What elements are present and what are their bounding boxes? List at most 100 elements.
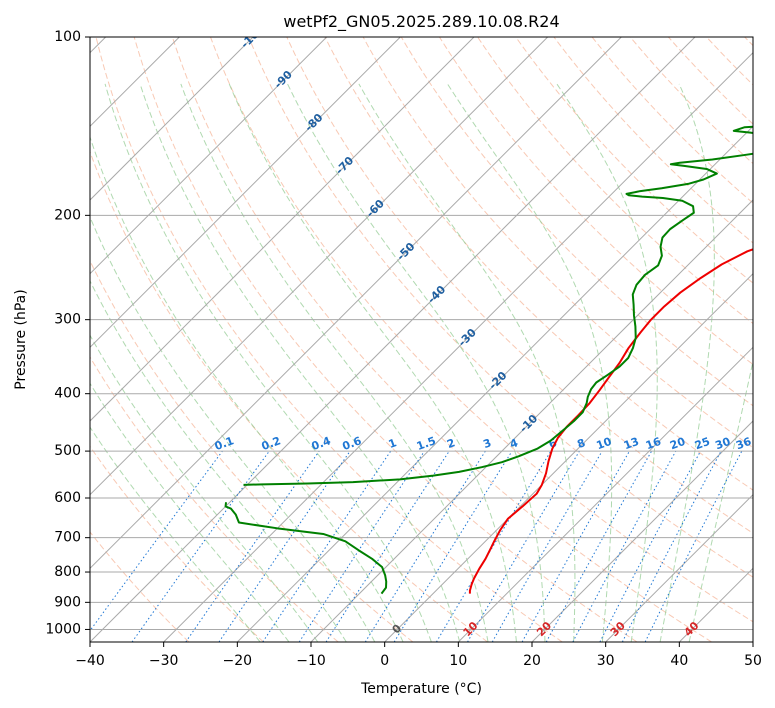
moist-adiabat-line [180,83,489,642]
y-tick-label: 900 [54,594,81,610]
dry-adiabat-line [210,37,753,623]
mixing-ratio-line [545,450,653,642]
mixing-ratio-label: 0.1 [213,434,236,453]
dry-adiabat-line [90,356,339,642]
dry-adiabat-line [90,150,488,642]
y-tick-label: 300 [54,312,81,328]
moist-adiabat-line [90,135,404,642]
mixing-ratio-label: 10 [595,435,614,453]
axis-ticks: −40 −30 −20 −10 0 10 20 30 40 5010020030040050060… [45,29,762,669]
moist-adiabat-line [688,358,753,642]
moist-adiabat-line [90,215,376,642]
temperature-profile [468,248,753,594]
mixing-ratio-line [491,450,603,642]
x-tick-label: −40 [75,653,105,669]
mixing-ratio-line [393,450,513,642]
y-tick-label: 200 [54,207,81,223]
y-tick-label: 1000 [45,621,81,637]
mixing-ratio-label: 4 [508,436,520,451]
dry-adiabat-line [515,37,753,284]
y-tick-label: 600 [54,490,81,506]
isotherm-line [605,493,753,642]
x-tick-label: 10 [449,653,467,669]
isotherm-line [90,37,328,275]
isotherm-line [90,37,549,496]
dry-adiabat-line [95,37,563,642]
plot-frame [89,36,754,643]
moist-adiabat-line [447,83,613,642]
mixing-ratio-line [572,450,677,642]
isotherm-line [163,51,753,642]
isotherm-line [310,199,753,642]
x-tick-label: −10 [296,653,326,669]
dry-adiabat-line [90,259,414,642]
mixing-ratio-label: 16 [644,435,663,453]
moist-adiabat-line [139,83,461,642]
moist-adiabat-line [228,83,517,642]
moist-adiabat-line [358,83,576,642]
moist-adiabat-line [659,83,715,642]
background-lines [90,37,753,642]
mixing-ratio-label: 1 [387,436,399,451]
x-tick-label: 20 [523,653,541,669]
mixing-ratio-label: 8 [575,436,587,451]
y-tick-label: 400 [54,386,81,402]
mixing-ratio-line [185,450,320,642]
x-axis-label: Temperature (°C) [360,681,482,697]
x-tick-label: −30 [149,653,179,669]
x-tick-label: 40 [670,653,688,669]
dry-adiabat-line [439,37,753,366]
dry-adiabat-line [629,37,753,165]
mixing-ratio-line [131,450,270,642]
mixing-ratio-line [521,450,630,642]
dry-adiabat-line [553,37,753,244]
dry-adiabat-line [400,37,753,407]
isotherm-line [384,272,753,642]
y-tick-label: 800 [54,564,81,580]
mixing-ratio-label: 0.2 [260,434,283,453]
mixing-ratio-line [467,450,580,642]
isotherm-line [531,420,753,642]
sounding-profiles [224,125,753,595]
dry-adiabat-line [477,37,753,325]
dry-adiabat-line [133,37,638,642]
moist-adiabat-line [90,382,290,642]
isotherm-line [90,37,696,642]
dewpoint-profile [224,502,388,595]
mixing-ratio-line [325,450,450,642]
dewpoint-profile [243,125,753,486]
x-tick-label: −20 [223,653,253,669]
mixing-ratio-label: 30 [713,435,732,453]
dry-adiabat-line [248,37,753,578]
y-tick-label: 500 [54,443,81,459]
moist-adiabat-line [556,83,658,642]
isotherm-line [457,346,753,642]
mixing-ratio-label: 2 [445,436,457,451]
chart-title: wetPf2_GN05.2025.289.10.08.R24 [283,12,559,32]
mixing-ratio-label: 20 [668,435,687,453]
mixing-ratio-label: 13 [622,435,641,452]
mixing-ratio-line [364,450,486,642]
isotherm-line [90,37,622,570]
mixing-ratio-label: 0.4 [310,434,333,453]
mixing-ratio-label: 6 [547,436,559,451]
moist-adiabat-line [90,279,347,642]
mixing-ratio-label: 25 [693,435,712,452]
dry-adiabat-line [324,37,753,491]
x-tick-label: 50 [744,653,762,669]
moist-adiabat-line [90,334,319,642]
mixing-ratio-label: 1.5 [415,434,438,453]
dry-adiabat-line [286,37,753,534]
x-tick-label: 30 [597,653,615,669]
isotherm-line [90,37,401,349]
dry-adiabat-line [591,37,753,204]
y-tick-label: 100 [54,29,81,45]
x-tick-label: 0 [380,653,389,669]
y-axis-label: Pressure (hPa) [13,289,29,389]
isotherm-line [90,37,254,201]
mixing-ratio-line [90,450,223,632]
mixing-ratio-label: 0.6 [341,434,364,453]
dry-adiabat-line [90,531,190,642]
